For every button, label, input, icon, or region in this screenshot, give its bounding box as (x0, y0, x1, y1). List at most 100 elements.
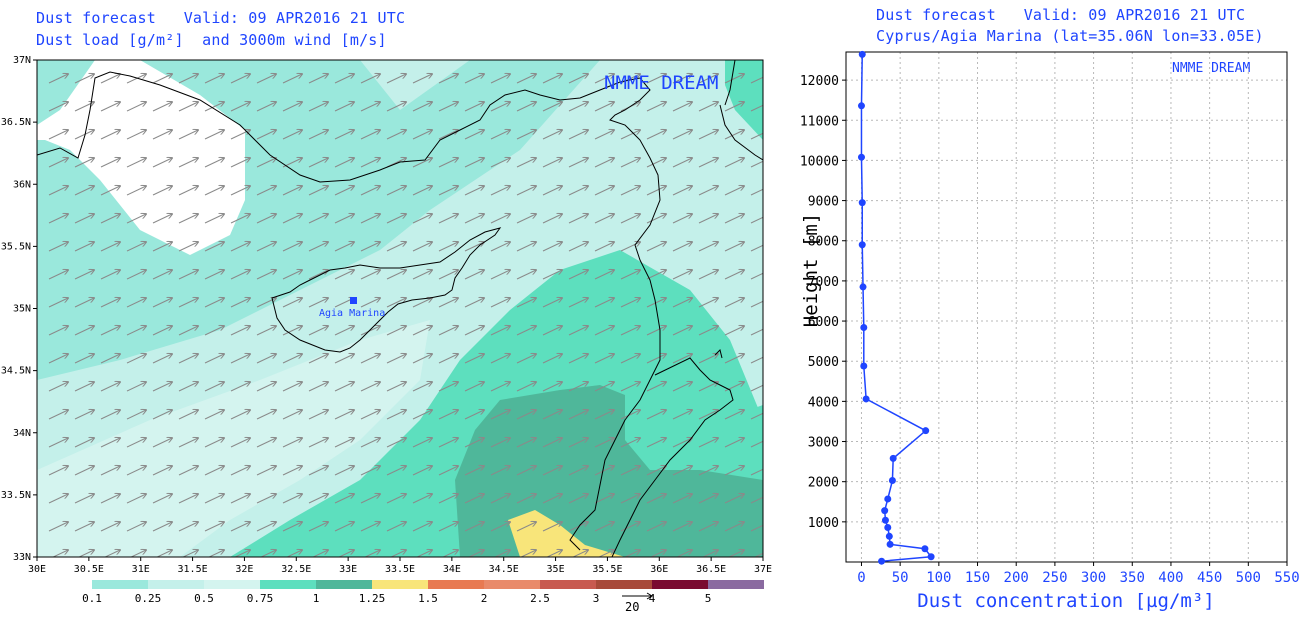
profile-y-tick-label: 3000 (808, 436, 839, 451)
map-y-tick-label: 36.5N (1, 117, 31, 128)
wind-arrow (724, 494, 744, 504)
wind-arrow (48, 354, 68, 364)
wind-arrow (777, 186, 780, 195)
wind-arrow (568, 410, 588, 420)
wind-arrow (126, 214, 146, 224)
wind-arrow (620, 242, 640, 252)
wind-arrow (230, 410, 250, 420)
profile-y-tick-label: 1000 (808, 516, 839, 531)
wind-arrow (438, 270, 458, 280)
wind-arrow (490, 494, 510, 504)
wind-arrow (74, 410, 94, 420)
wind-arrow (360, 382, 380, 392)
wind-arrow (750, 412, 763, 420)
map-x-tick-label: 33E (339, 564, 357, 575)
wind-arrow (542, 438, 562, 448)
wind-arrow (698, 326, 718, 336)
wind-arrow (178, 410, 198, 420)
wind-arrow (308, 158, 328, 168)
wind-arrow (646, 158, 666, 168)
colorbar-label: 4 (649, 592, 656, 605)
wind-arrow (360, 270, 380, 280)
wind-arrow (542, 494, 562, 504)
wind-arrow (152, 298, 172, 308)
wind-arrow (520, 550, 536, 557)
wind-arrow (204, 158, 224, 168)
wind-arrow (516, 410, 536, 420)
wind-arrow (48, 102, 68, 112)
wind-arrow (126, 102, 146, 112)
coastlines (37, 60, 763, 557)
colorbar-swatch (428, 580, 484, 589)
wind-arrow (386, 494, 406, 504)
wind-arrow (490, 326, 510, 336)
wind-arrow (412, 466, 432, 476)
wind-arrow (516, 186, 536, 196)
wind-arrow (386, 382, 406, 392)
profile-x-tick-label: 0 (857, 570, 865, 586)
wind-arrow (152, 158, 172, 168)
profile-x-tick-label: 450 (1197, 570, 1222, 586)
wind-arrow (412, 382, 432, 392)
wind-arrow (672, 410, 692, 420)
profile-header-line1: Dust forecast Valid: 09 APR2016 21 UTC (876, 6, 1246, 24)
colorbar-label: 1 (313, 592, 320, 605)
wind-arrow (74, 354, 94, 364)
wind-arrow (650, 550, 666, 557)
wind-arrow (777, 102, 780, 111)
wind-arrow (468, 550, 484, 557)
wind-arrow (48, 74, 68, 84)
colorbar-swatch (372, 580, 428, 589)
wind-arrow (360, 354, 380, 364)
wind-arrow (438, 130, 458, 140)
dust-profile-chart: NMME DREAM 0 50 100 150 200 250 300 350 400 450 50… (800, 50, 1300, 612)
map-y-axis: 37N 36.5N 36N 35.5N 35N 34.5N 34N 33.5N 33N (1, 55, 37, 563)
wind-arrow (724, 158, 744, 168)
wind-arrow (130, 550, 146, 557)
wind-arrow (490, 74, 510, 84)
wind-arrow (152, 494, 172, 504)
wind-arrow (74, 326, 94, 336)
wind-arrow (438, 494, 458, 504)
wind-arrow (308, 130, 328, 140)
map-watermark: NMME DREAM (604, 72, 718, 94)
wind-arrow (490, 130, 510, 140)
wind-arrow (386, 354, 406, 364)
wind-arrow (74, 466, 94, 476)
wind-arrow (282, 298, 302, 308)
wind-arrow (646, 74, 666, 84)
wind-arrow (646, 102, 666, 112)
wind-arrow (230, 186, 250, 196)
wind-arrow (308, 466, 328, 476)
profile-data-point (857, 153, 865, 161)
wind-arrow (568, 214, 588, 224)
colorbar-label: 5 (705, 592, 712, 605)
map-x-tick-label: 35E (547, 564, 565, 575)
wind-arrow (100, 354, 120, 364)
wind-arrow (594, 410, 614, 420)
profile-y-tick-label: 7000 (808, 275, 839, 290)
wind-arrow (308, 438, 328, 448)
wind-arrow (698, 74, 718, 84)
wind-arrow (412, 298, 432, 308)
wind-arrow (646, 438, 666, 448)
profile-y-tick-label: 12000 (800, 74, 839, 89)
wind-arrow (256, 186, 276, 196)
wind-arrow (126, 130, 146, 140)
wind-arrow (100, 326, 120, 336)
wind-arrow (360, 186, 380, 196)
wind-arrow (594, 382, 614, 392)
profile-data-point (858, 241, 866, 249)
wind-arrow (152, 186, 172, 196)
wind-arrow (672, 522, 692, 532)
wind-arrow (672, 438, 692, 448)
wind-arrow (698, 242, 718, 252)
wind-arrow (698, 270, 718, 280)
wind-arrow (777, 158, 780, 167)
wind-arrow (152, 242, 172, 252)
profile-data-point (927, 553, 935, 561)
wind-arrow (494, 550, 510, 557)
wind-arrow (646, 494, 666, 504)
wind-arrow (308, 242, 328, 252)
wind-arrow (698, 410, 718, 420)
